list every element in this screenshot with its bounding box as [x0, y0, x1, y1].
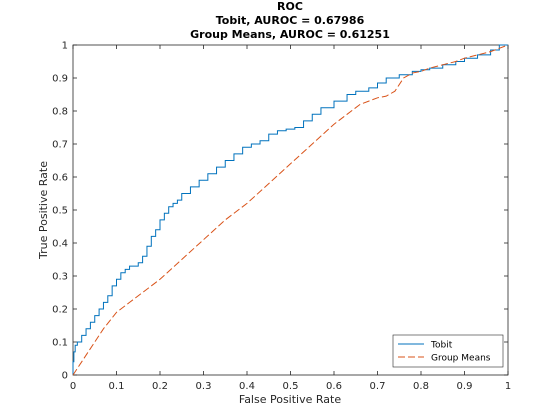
x-tick-label: 1 — [505, 381, 511, 392]
x-tick-label: 0.6 — [326, 381, 342, 392]
x-tick-label: 0.8 — [413, 381, 429, 392]
y-tick-label: 0.9 — [52, 74, 68, 85]
x-tick-labels: 0 0.1 0.2 0.3 0.4 0.5 0.6 0.7 0.8 0.9 1 — [70, 381, 511, 392]
chart-title-line-3: Group Means, AUROC = 0.61251 — [190, 28, 390, 41]
y-axis-label: True Positive Rate — [37, 161, 50, 260]
y-tick-label: 0 — [62, 371, 68, 382]
x-tick-label: 0.5 — [283, 381, 299, 392]
plot-area — [72, 44, 509, 376]
x-tick-label: 0.3 — [196, 381, 212, 392]
y-tick-label: 0.6 — [52, 173, 68, 184]
y-tick-labels: 0 0.1 0.2 0.3 0.4 0.5 0.6 0.7 0.8 0.9 1 — [52, 41, 68, 382]
legend-label-tobit: Tobit — [430, 341, 453, 351]
series-lines — [72, 44, 509, 376]
series-line-group-means — [72, 44, 509, 376]
y-tick-label: 0.4 — [52, 239, 68, 250]
y-tick-label: 0.7 — [52, 140, 68, 151]
y-tick-label: 0.2 — [52, 305, 68, 316]
y-tick-label: 0.3 — [52, 272, 68, 283]
x-tick-label: 0.1 — [109, 381, 125, 392]
series-line-tobit — [72, 44, 508, 375]
chart-title-line-1: ROC — [277, 0, 303, 13]
y-tick-label: 1 — [62, 41, 68, 52]
x-tick-label: 0.7 — [370, 381, 386, 392]
x-tick-label: 0.9 — [457, 381, 473, 392]
x-tick-label: 0 — [70, 381, 76, 392]
x-tick-label: 0.2 — [152, 381, 168, 392]
y-tick-label: 0.5 — [52, 206, 68, 217]
legend-label-group-means: Group Means — [431, 354, 491, 364]
x-tick-label: 0.4 — [239, 381, 255, 392]
x-axis-label: False Positive Rate — [239, 393, 341, 406]
y-tick-label: 0.1 — [52, 338, 68, 349]
y-tick-label: 0.8 — [52, 107, 68, 118]
legend: Tobit Group Means — [392, 334, 504, 368]
chart-title-line-2: Tobit, AUROC = 0.67986 — [216, 14, 365, 27]
legend-box — [392, 334, 504, 368]
